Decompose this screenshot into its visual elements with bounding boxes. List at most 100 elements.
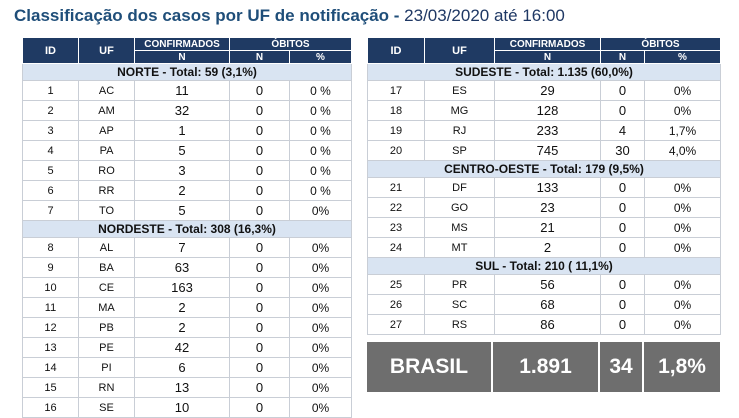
header-confirmados-n: N <box>134 50 230 64</box>
cell-uf: DF <box>424 177 495 198</box>
cell-confirmados: 29 <box>494 80 601 101</box>
total-pct: 1,8% <box>644 342 720 392</box>
cell-obitos: 0 <box>600 217 645 238</box>
cell-uf: GO <box>424 197 495 218</box>
cell-id: 26 <box>367 294 425 315</box>
cell-uf: MG <box>424 100 495 121</box>
cell-obitos-pct: 0% <box>289 237 352 258</box>
header-obitos-pct: % <box>644 50 721 64</box>
cell-obitos: 0 <box>229 397 290 418</box>
cell-confirmados: 7 <box>134 237 230 258</box>
cell-id: 5 <box>22 160 79 181</box>
cell-obitos: 4 <box>600 120 645 141</box>
cell-obitos: 0 <box>600 237 645 258</box>
table-row: 25 PR 56 0 0% <box>367 274 721 295</box>
header-obitos-n: N <box>229 50 290 64</box>
cell-obitos: 0 <box>600 100 645 121</box>
cell-id: 4 <box>22 140 79 161</box>
cell-id: 9 <box>22 257 79 278</box>
cell-obitos: 0 <box>229 337 290 358</box>
region-header-row: CENTRO-OESTE - Total: 179 (9,5%) <box>367 160 721 178</box>
table-row: 15 RN 13 0 0% <box>22 377 352 398</box>
header-uf: UF <box>424 37 495 64</box>
cell-obitos: 0 <box>600 314 645 335</box>
brasil-total-bar: BRASIL 1.891 34 1,8% <box>367 342 720 392</box>
table-row: 4 PA 5 0 0 % <box>22 140 352 161</box>
cell-obitos: 0 <box>229 357 290 378</box>
cell-confirmados: 42 <box>134 337 230 358</box>
cell-obitos-pct: 0 % <box>289 120 352 141</box>
cell-confirmados: 56 <box>494 274 601 295</box>
region-total-label: SUL - Total: 210 ( 11,1%) <box>367 257 721 275</box>
cell-confirmados: 128 <box>494 100 601 121</box>
cell-obitos-pct: 0% <box>644 237 721 258</box>
cell-obitos: 0 <box>600 197 645 218</box>
table-row: 9 BA 63 0 0% <box>22 257 352 278</box>
cell-uf: ES <box>424 80 495 101</box>
cell-obitos-pct: 0% <box>644 80 721 101</box>
region-total-label: NORDESTE - Total: 308 (16,3%) <box>22 220 352 238</box>
cell-uf: PB <box>78 317 135 338</box>
cell-obitos: 0 <box>229 277 290 298</box>
cell-obitos: 0 <box>229 237 290 258</box>
cell-obitos-pct: 0 % <box>289 160 352 181</box>
cell-obitos: 0 <box>229 200 290 221</box>
cell-confirmados: 745 <box>494 140 601 161</box>
cell-confirmados: 13 <box>134 377 230 398</box>
cell-obitos: 0 <box>229 317 290 338</box>
cell-obitos: 0 <box>229 160 290 181</box>
header-uf: UF <box>78 37 135 64</box>
cell-id: 23 <box>367 217 425 238</box>
cell-uf: RO <box>78 160 135 181</box>
cell-id: 25 <box>367 274 425 295</box>
cell-obitos: 30 <box>600 140 645 161</box>
header-obitos: ÓBITOS <box>229 37 352 51</box>
cell-confirmados: 1 <box>134 120 230 141</box>
cell-id: 18 <box>367 100 425 121</box>
cell-confirmados: 233 <box>494 120 601 141</box>
cell-id: 16 <box>22 397 79 418</box>
cell-obitos: 0 <box>229 297 290 318</box>
table-row: 26 SC 68 0 0% <box>367 294 721 315</box>
header-confirmados: CONFIRMADOS <box>494 37 601 51</box>
table-row: 13 PE 42 0 0% <box>22 337 352 358</box>
cell-uf: AL <box>78 237 135 258</box>
cell-id: 17 <box>367 80 425 101</box>
table-row: 6 RR 2 0 0 % <box>22 180 352 201</box>
cell-confirmados: 23 <box>494 197 601 218</box>
cell-obitos: 0 <box>229 257 290 278</box>
cell-obitos-pct: 0% <box>289 397 352 418</box>
cell-id: 7 <box>22 200 79 221</box>
cell-obitos: 0 <box>229 140 290 161</box>
cell-uf: PA <box>78 140 135 161</box>
cell-confirmados: 32 <box>134 100 230 121</box>
cell-confirmados: 2 <box>134 317 230 338</box>
header-id: ID <box>22 37 79 64</box>
cell-id: 11 <box>22 297 79 318</box>
cell-uf: AC <box>78 80 135 101</box>
cell-uf: SP <box>424 140 495 161</box>
cell-confirmados: 21 <box>494 217 601 238</box>
cell-confirmados: 86 <box>494 314 601 335</box>
cell-obitos: 0 <box>600 80 645 101</box>
cell-obitos-pct: 0% <box>644 100 721 121</box>
cell-uf: MA <box>78 297 135 318</box>
table-row: 10 CE 163 0 0% <box>22 277 352 298</box>
cell-confirmados: 68 <box>494 294 601 315</box>
cell-id: 12 <box>22 317 79 338</box>
table-row: 23 MS 21 0 0% <box>367 217 721 238</box>
total-label: BRASIL <box>367 342 493 392</box>
cell-obitos-pct: 0% <box>644 217 721 238</box>
cell-uf: SC <box>424 294 495 315</box>
cell-obitos-pct: 0 % <box>289 140 352 161</box>
table-row: 7 TO 5 0 0% <box>22 200 352 221</box>
cell-uf: CE <box>78 277 135 298</box>
cell-uf: PI <box>78 357 135 378</box>
cell-confirmados: 133 <box>494 177 601 198</box>
cell-obitos-pct: 0% <box>289 317 352 338</box>
cell-confirmados: 2 <box>494 237 601 258</box>
cell-id: 6 <box>22 180 79 201</box>
table-row: 19 RJ 233 4 1,7% <box>367 120 721 141</box>
header-obitos-pct: % <box>289 50 352 64</box>
cell-obitos-pct: 0% <box>289 277 352 298</box>
